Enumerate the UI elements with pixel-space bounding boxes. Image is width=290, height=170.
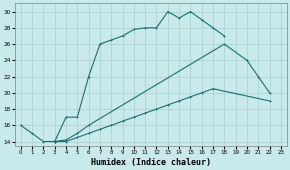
X-axis label: Humidex (Indice chaleur): Humidex (Indice chaleur) [91,158,211,167]
